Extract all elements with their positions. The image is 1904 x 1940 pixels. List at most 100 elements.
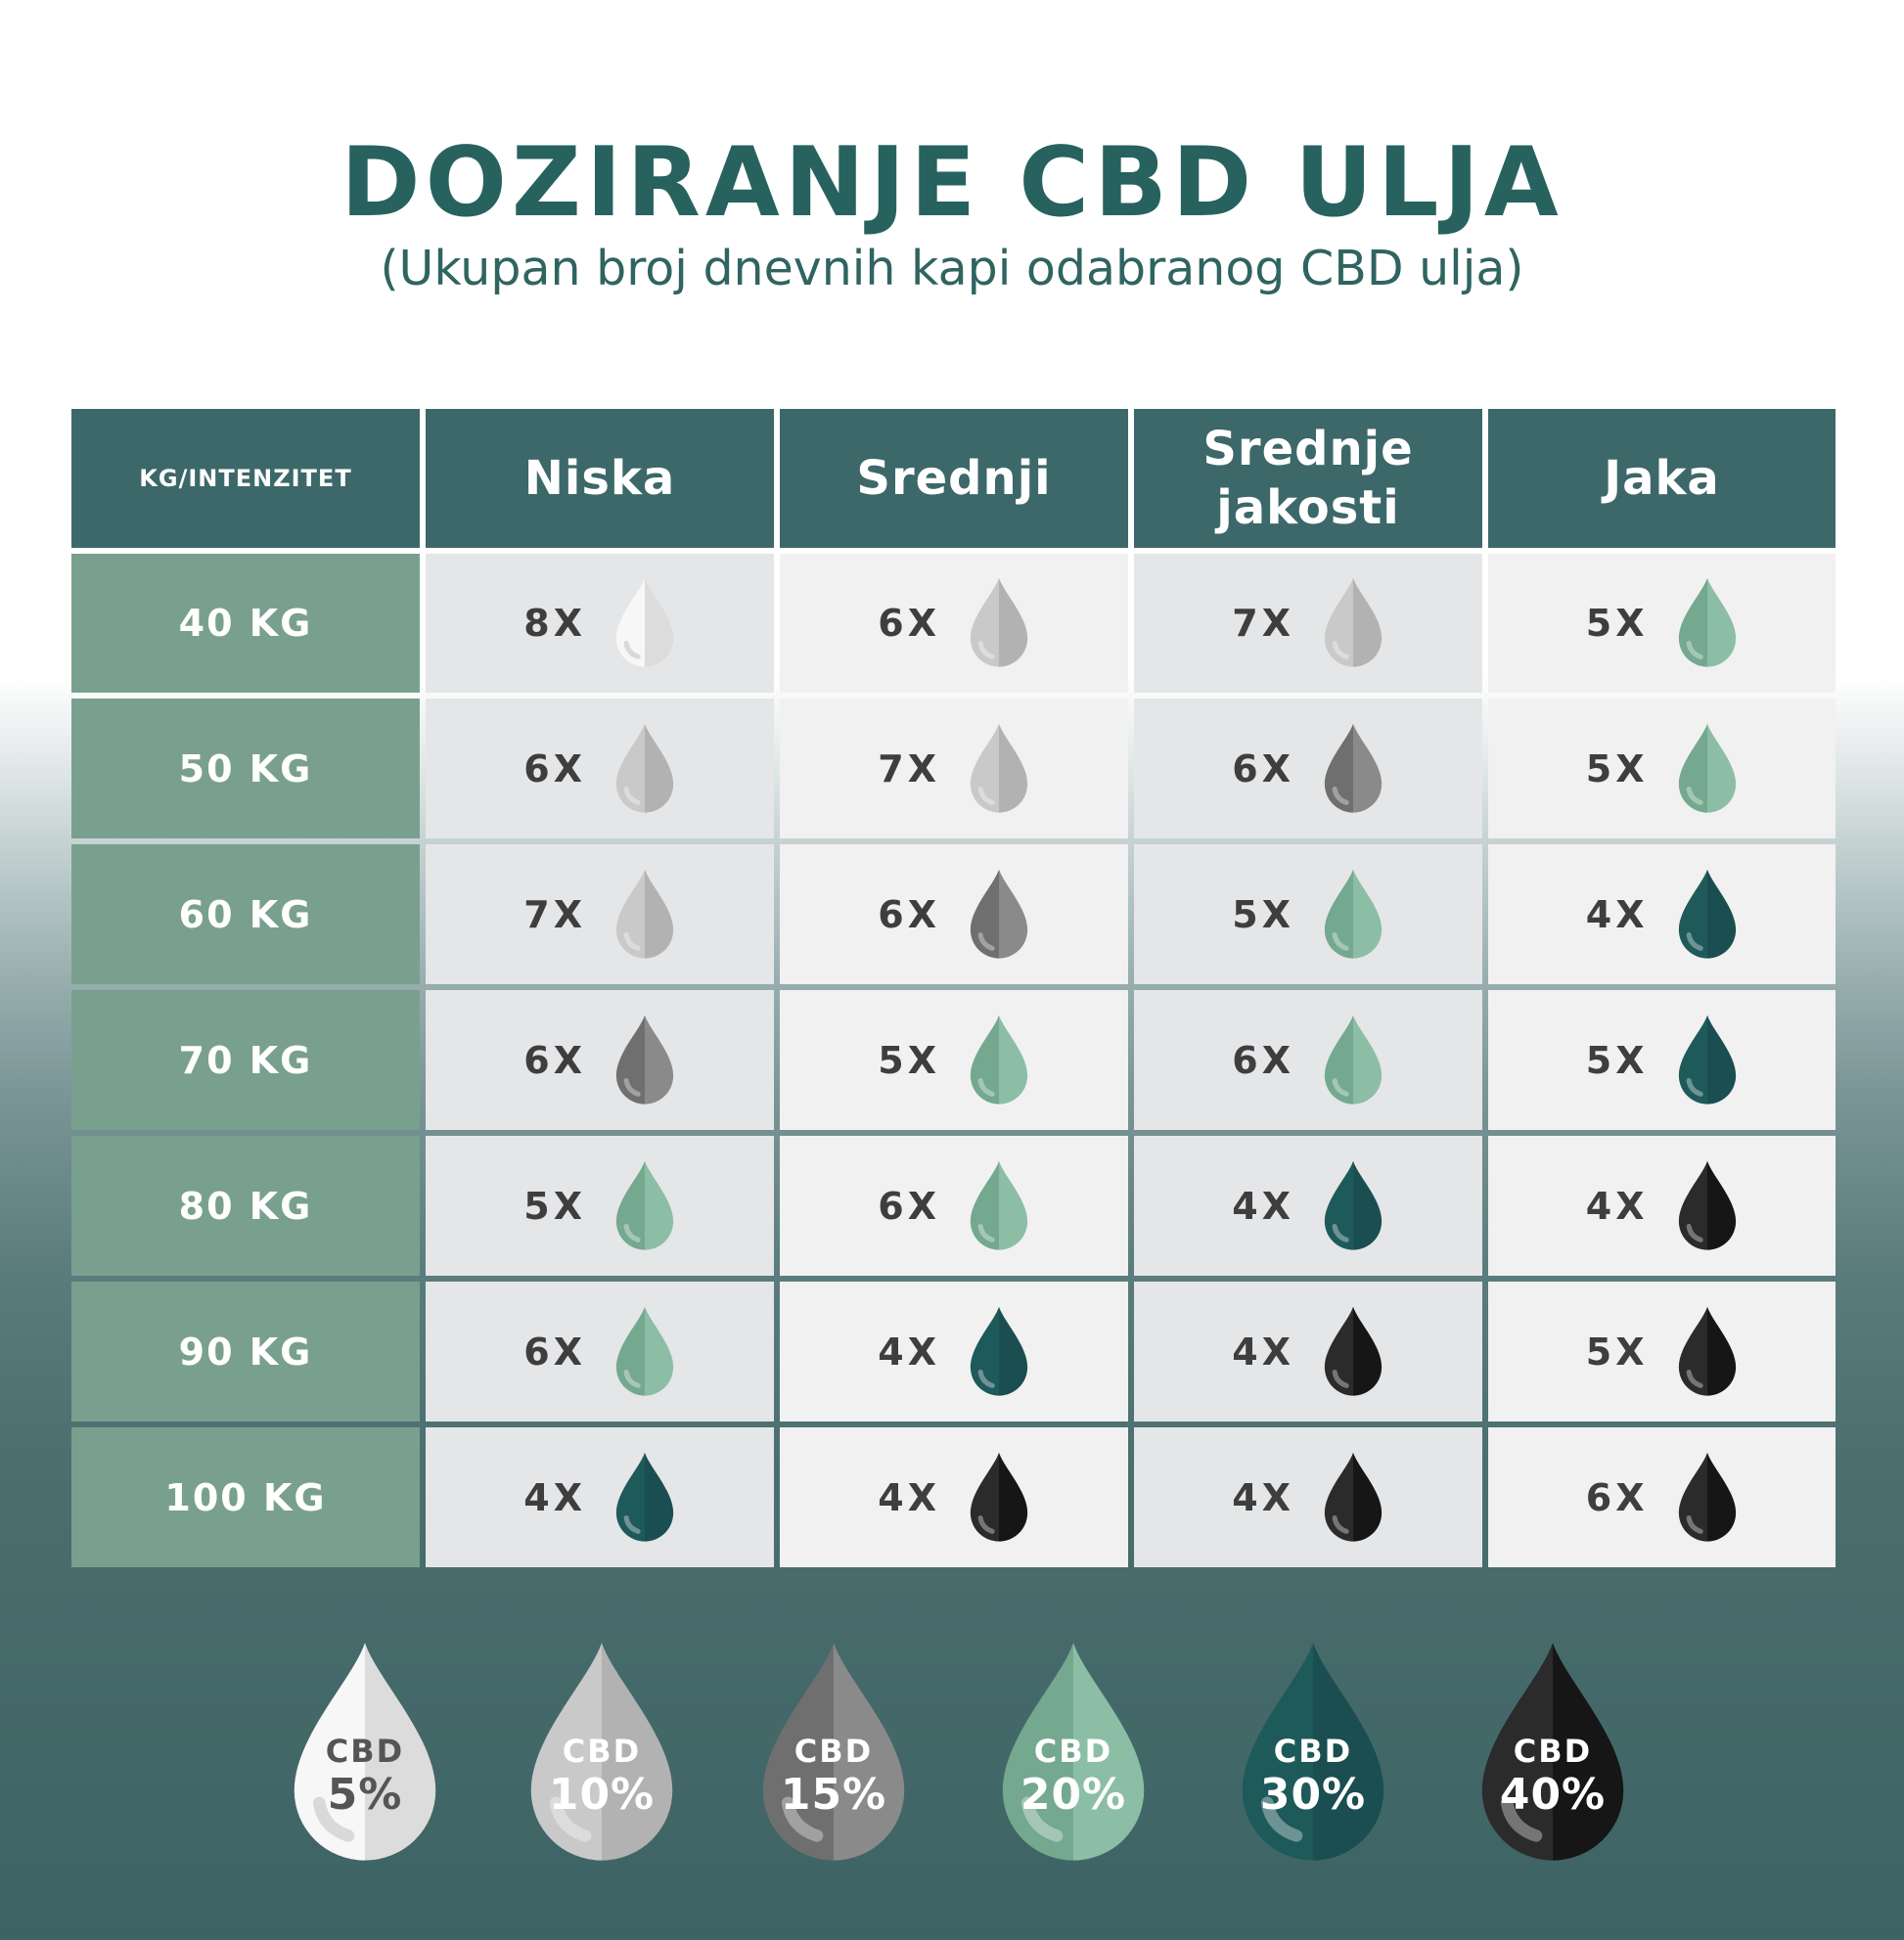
legend-label: CBD [793,1733,874,1770]
oil-drop-icon [1678,723,1736,813]
dose-cell: 4X [1134,1282,1482,1421]
legend-percent: 5% [327,1770,403,1820]
dose-cell: 4X [1134,1427,1482,1567]
legend-item-cbd-15: CBD 15% [750,1639,917,1869]
dose-cell: 4X [1134,1136,1482,1276]
dose-value: 5X [1585,1038,1649,1082]
column-header-jaka: Jaka [1488,409,1836,548]
oil-drop-icon [530,1643,673,1861]
oil-drop-icon [1678,869,1736,959]
dose-cell: 5X [1488,699,1836,838]
dose-cell: 5X [1488,554,1836,693]
dose-value: 8X [523,602,586,645]
dose-cell: 5X [1134,844,1482,984]
oil-drop-icon [1002,1643,1145,1861]
dose-value: 6X [878,892,940,936]
dose-value: 5X [878,1038,940,1082]
oil-drop-icon [970,869,1028,959]
dose-cell: 8X [426,554,774,693]
dose-cell: 6X [426,990,774,1130]
legend-label: CBD [562,1733,642,1770]
dose-cell: 6X [426,699,774,838]
dose-value: 6X [523,1330,586,1374]
legend-percent: 20% [1020,1770,1127,1820]
oil-drop-icon [1324,1306,1383,1396]
oil-drop-icon [615,869,674,959]
oil-drop-icon [970,577,1028,667]
oil-drop-icon [1324,869,1383,959]
oil-drop-icon [1678,1452,1736,1542]
dose-value: 4X [523,1475,586,1519]
column-header-niska: Niska [426,409,774,548]
dose-value: 5X [1585,602,1649,645]
oil-drop-icon [615,1015,674,1105]
legend-percent: 30% [1259,1770,1367,1820]
oil-drop-icon [615,723,674,813]
dosage-table: KG/INTENZITET Niska Srednji Srednje jako… [71,409,1836,1570]
oil-drop-icon [1324,1452,1383,1542]
dose-cell: 4X [1488,1136,1836,1276]
dose-cell: 6X [1134,699,1482,838]
legend-percent: 40% [1499,1770,1607,1820]
dose-value: 6X [1232,1038,1294,1082]
legend-label: CBD [1513,1733,1593,1770]
dose-cell: 7X [426,844,774,984]
oil-drop-icon [294,1643,436,1861]
legend-percent: 10% [548,1770,656,1820]
dose-value: 5X [523,1184,586,1228]
legend-label: CBD [325,1733,405,1770]
legend-percent: 15% [780,1770,887,1820]
dose-cell: 7X [780,699,1128,838]
dose-cell: 4X [780,1282,1128,1421]
oil-drop-icon [1324,577,1383,667]
dose-value: 5X [1585,746,1649,790]
oil-drop-icon [1678,1015,1736,1105]
dose-value: 4X [878,1330,940,1374]
legend-item-cbd-20: CBD 20% [990,1639,1156,1869]
page-subtitle: (Ukupan broj dnevnih kapi odabranog CBD … [380,241,1524,296]
dose-value: 4X [1232,1184,1294,1228]
dose-cell: 6X [426,1282,774,1421]
oil-drop-icon [762,1643,905,1861]
dose-cell: 5X [426,1136,774,1276]
oil-drop-icon [615,1306,674,1396]
dose-value: 6X [523,746,586,790]
oil-drop-icon [1324,1015,1383,1105]
dose-cell: 6X [1134,990,1482,1130]
dose-value: 7X [1232,602,1294,645]
row-header-weight: 50 KG [71,699,420,838]
oil-drop-icon [970,723,1028,813]
dose-cell: 7X [1134,554,1482,693]
dose-value: 4X [1585,1184,1649,1228]
dose-cell: 5X [1488,990,1836,1130]
legend-label: CBD [1273,1733,1353,1770]
oil-drop-icon [970,1306,1028,1396]
legend-item-cbd-40: CBD 40% [1470,1639,1636,1869]
column-header-srednje-jakosti: Srednje jakosti [1134,409,1482,548]
cbd-strength-legend: CBD 5% CBD 10% CBD 15% CBD 20% CBD 30% C… [0,1639,1904,1869]
dose-value: 6X [1232,746,1294,790]
row-header-weight: 60 KG [71,844,420,984]
oil-drop-icon [615,577,674,667]
legend-label: CBD [1033,1733,1113,1770]
dose-value: 6X [523,1038,586,1082]
dose-value: 4X [1585,892,1649,936]
dose-value: 7X [878,746,940,790]
dose-value: 6X [878,602,940,645]
dose-value: 4X [878,1475,940,1519]
column-header-srednji: Srednji [780,409,1128,548]
dose-cell: 4X [1488,844,1836,984]
row-header-weight: 40 KG [71,554,420,693]
dose-cell: 5X [1488,1282,1836,1421]
oil-drop-icon [1324,1160,1383,1250]
oil-drop-icon [1678,577,1736,667]
dose-cell: 6X [780,844,1128,984]
dose-cell: 6X [1488,1427,1836,1567]
oil-drop-icon [1678,1160,1736,1250]
row-header-weight: 90 KG [71,1282,420,1421]
row-header-weight: 100 KG [71,1427,420,1567]
oil-drop-icon [970,1452,1028,1542]
oil-drop-icon [1481,1643,1624,1861]
legend-item-cbd-10: CBD 10% [519,1639,685,1869]
oil-drop-icon [1242,1643,1384,1861]
